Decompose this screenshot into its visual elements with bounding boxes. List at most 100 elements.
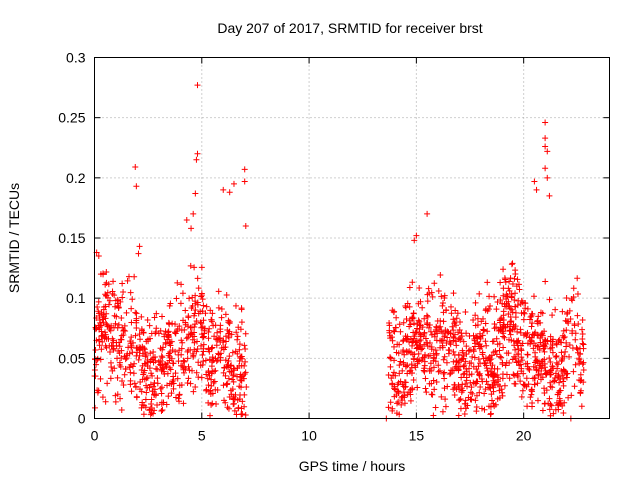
data-point bbox=[514, 373, 521, 380]
data-point bbox=[400, 347, 407, 354]
data-point bbox=[226, 318, 233, 325]
data-point bbox=[148, 396, 155, 403]
data-point bbox=[502, 303, 509, 310]
data-point bbox=[531, 178, 538, 185]
data-point bbox=[222, 311, 229, 318]
data-point bbox=[97, 271, 104, 278]
data-point bbox=[149, 372, 156, 379]
data-point bbox=[495, 381, 502, 388]
data-point bbox=[391, 393, 398, 400]
data-point bbox=[453, 358, 460, 365]
data-point bbox=[140, 411, 147, 418]
data-point bbox=[467, 389, 474, 396]
data-point bbox=[401, 351, 408, 358]
data-point bbox=[161, 371, 168, 378]
data-point bbox=[435, 288, 442, 295]
data-point bbox=[411, 351, 418, 358]
data-point bbox=[430, 357, 437, 364]
data-point bbox=[577, 377, 584, 384]
data-point bbox=[477, 335, 484, 342]
data-point bbox=[159, 313, 166, 320]
data-point bbox=[519, 387, 526, 394]
data-point bbox=[131, 273, 138, 280]
data-point bbox=[137, 336, 144, 343]
data-point bbox=[527, 337, 534, 344]
data-point bbox=[159, 354, 166, 361]
data-point bbox=[154, 375, 161, 382]
data-point bbox=[522, 305, 529, 312]
data-point bbox=[496, 387, 503, 394]
data-point bbox=[230, 180, 237, 187]
data-point bbox=[223, 292, 230, 299]
data-point bbox=[453, 315, 460, 322]
data-point bbox=[115, 302, 122, 309]
data-point bbox=[437, 317, 444, 324]
data-point bbox=[414, 344, 421, 351]
data-point bbox=[230, 367, 237, 374]
data-point bbox=[518, 354, 525, 361]
data-point bbox=[390, 327, 397, 334]
data-point bbox=[136, 331, 143, 338]
data-point bbox=[402, 384, 409, 391]
data-point bbox=[492, 348, 499, 355]
data-point bbox=[570, 285, 577, 292]
data-point bbox=[517, 378, 524, 385]
data-point bbox=[96, 316, 103, 323]
data-point bbox=[202, 357, 209, 364]
data-point bbox=[499, 392, 506, 399]
data-point bbox=[570, 368, 577, 375]
data-point bbox=[536, 347, 543, 354]
data-point bbox=[562, 317, 569, 324]
data-point bbox=[192, 306, 199, 313]
data-point bbox=[193, 156, 200, 163]
data-point bbox=[520, 381, 527, 388]
data-point bbox=[560, 367, 567, 374]
data-point bbox=[546, 406, 553, 413]
data-point bbox=[559, 355, 566, 362]
data-point bbox=[500, 316, 507, 323]
data-point bbox=[132, 384, 139, 391]
data-point bbox=[556, 395, 563, 402]
data-point bbox=[460, 363, 467, 370]
data-point bbox=[119, 294, 126, 301]
data-point bbox=[118, 336, 125, 343]
data-point bbox=[441, 353, 448, 360]
data-point bbox=[167, 366, 174, 373]
data-point bbox=[93, 361, 100, 368]
data-point bbox=[114, 374, 121, 381]
data-point bbox=[423, 312, 430, 319]
data-point bbox=[198, 293, 205, 300]
data-point bbox=[138, 367, 145, 374]
data-point bbox=[558, 358, 565, 365]
data-point bbox=[482, 320, 489, 327]
data-point bbox=[477, 360, 484, 367]
data-point bbox=[523, 375, 530, 382]
data-point bbox=[488, 365, 495, 372]
data-point bbox=[238, 377, 245, 384]
data-point bbox=[423, 319, 430, 326]
data-point bbox=[447, 303, 454, 310]
data-point bbox=[488, 371, 495, 378]
data-point bbox=[406, 368, 413, 375]
data-point bbox=[187, 262, 194, 269]
data-point bbox=[188, 330, 195, 337]
data-point bbox=[410, 338, 417, 345]
data-point bbox=[411, 320, 418, 327]
data-point bbox=[131, 360, 138, 367]
data-point bbox=[574, 291, 581, 298]
data-point bbox=[112, 297, 119, 304]
data-point bbox=[468, 384, 475, 391]
data-point bbox=[500, 344, 507, 351]
data-point bbox=[569, 297, 576, 304]
data-point bbox=[494, 341, 501, 348]
data-point bbox=[441, 369, 448, 376]
data-point bbox=[428, 346, 435, 353]
data-point bbox=[555, 372, 562, 379]
data-point bbox=[432, 404, 439, 411]
data-point bbox=[579, 326, 586, 333]
data-point bbox=[439, 302, 446, 309]
data-point bbox=[483, 378, 490, 385]
data-point bbox=[168, 390, 175, 397]
data-point bbox=[187, 324, 194, 331]
data-point bbox=[439, 408, 446, 415]
